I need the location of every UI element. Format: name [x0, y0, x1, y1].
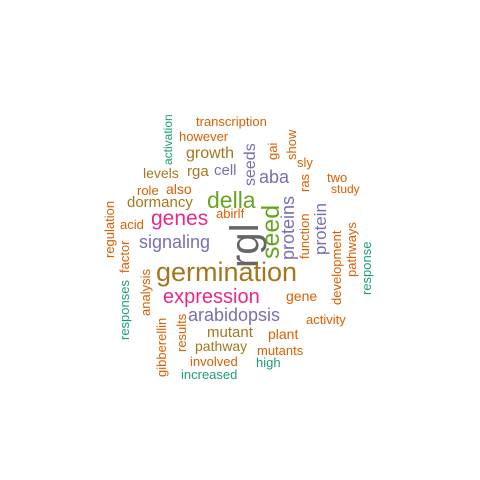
word-development: development: [329, 230, 344, 305]
word-function: function: [297, 213, 312, 259]
word-seeds: seeds: [242, 143, 259, 186]
word-study: study: [331, 182, 360, 196]
word-arabidopsis: arabidopsis: [188, 305, 281, 325]
word-protein: protein: [311, 203, 330, 255]
word-ras: ras: [297, 173, 312, 192]
word-activity: activity: [306, 312, 346, 327]
word-increased: increased: [181, 367, 238, 382]
word-two: two: [327, 170, 348, 185]
word-plant: plant: [268, 326, 299, 342]
word-gai: gai: [265, 142, 280, 160]
word-role: role: [137, 183, 159, 198]
word-germination: germination: [156, 257, 298, 287]
word-aba: aba: [259, 167, 290, 187]
word-growth: growth: [186, 145, 235, 162]
word-results: results: [174, 313, 189, 352]
word-mutants: mutants: [257, 343, 304, 358]
word-gibberellin: gibberellin: [154, 317, 169, 377]
word-levels: levels: [143, 165, 179, 181]
word-response: response: [359, 241, 374, 295]
word-involved: involved: [190, 354, 238, 369]
word-pathways: pathways: [344, 222, 359, 277]
word-regulation: regulation: [102, 200, 117, 258]
word-dormancy: dormancy: [127, 194, 193, 211]
word-activation: activation: [161, 114, 175, 165]
word-high: high: [256, 355, 281, 370]
word-transcription: transcription: [196, 114, 267, 129]
word-gene: gene: [286, 288, 318, 304]
word-cell: cell: [214, 162, 237, 179]
word-genes: genes: [151, 207, 209, 230]
word-rga: rga: [187, 163, 209, 180]
word-responses: responses: [117, 280, 132, 340]
word-however: however: [179, 129, 229, 144]
word-factor: factor: [117, 240, 132, 273]
word-sly: sly: [297, 155, 313, 170]
word-della: della: [207, 187, 256, 213]
word-proteins: proteins: [278, 195, 298, 260]
word-acid: acid: [120, 217, 144, 232]
word-analysis: analysis: [138, 269, 153, 316]
word-expression: expression: [163, 286, 260, 308]
word-mutant: mutant: [207, 324, 253, 341]
word-signaling: signaling: [139, 232, 211, 252]
word-also: also: [166, 181, 192, 197]
word-abirlf: abirlf: [216, 206, 245, 221]
word-pathway: pathway: [195, 338, 248, 354]
